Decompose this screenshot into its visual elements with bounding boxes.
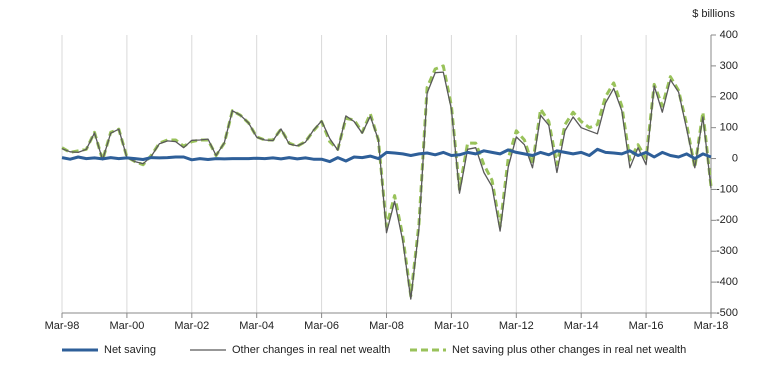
y-tick-label: 100 xyxy=(720,122,738,134)
legend-label: Net saving xyxy=(104,344,156,356)
y-tick-label: -400 xyxy=(716,276,738,288)
series-line xyxy=(61,147,712,164)
y-tick-label: 0 xyxy=(732,152,738,164)
x-tick-label: Mar-14 xyxy=(564,320,599,332)
y-tick-label: 300 xyxy=(720,60,738,72)
x-tick-label: Mar-08 xyxy=(369,320,404,332)
x-tick-label: Mar-10 xyxy=(434,320,469,332)
x-tick-label: Mar-00 xyxy=(109,320,144,332)
x-tick-label: Mar-16 xyxy=(629,320,664,332)
y-tick-label: -100 xyxy=(716,183,738,195)
y-tick-label: -200 xyxy=(716,214,738,226)
x-tick-label: Mar-02 xyxy=(174,320,209,332)
y-tick-label: -300 xyxy=(716,245,738,257)
legend-label: Other changes in real net wealth xyxy=(232,344,390,356)
x-tick-label: Mar-06 xyxy=(304,320,339,332)
y-tick-label: 400 xyxy=(720,29,738,41)
x-tick-label: Mar-04 xyxy=(239,320,274,332)
y-axis-label: $ billions xyxy=(692,8,735,20)
y-tick-label: 200 xyxy=(720,91,738,103)
series-line xyxy=(61,71,712,300)
legend-label: Net saving plus other changes in real ne… xyxy=(452,344,686,356)
y-tick-label: -500 xyxy=(716,307,738,319)
x-tick-label: Mar-18 xyxy=(694,320,729,332)
x-tick-label: Mar-12 xyxy=(499,320,534,332)
x-tick-label: Mar-98 xyxy=(45,320,80,332)
